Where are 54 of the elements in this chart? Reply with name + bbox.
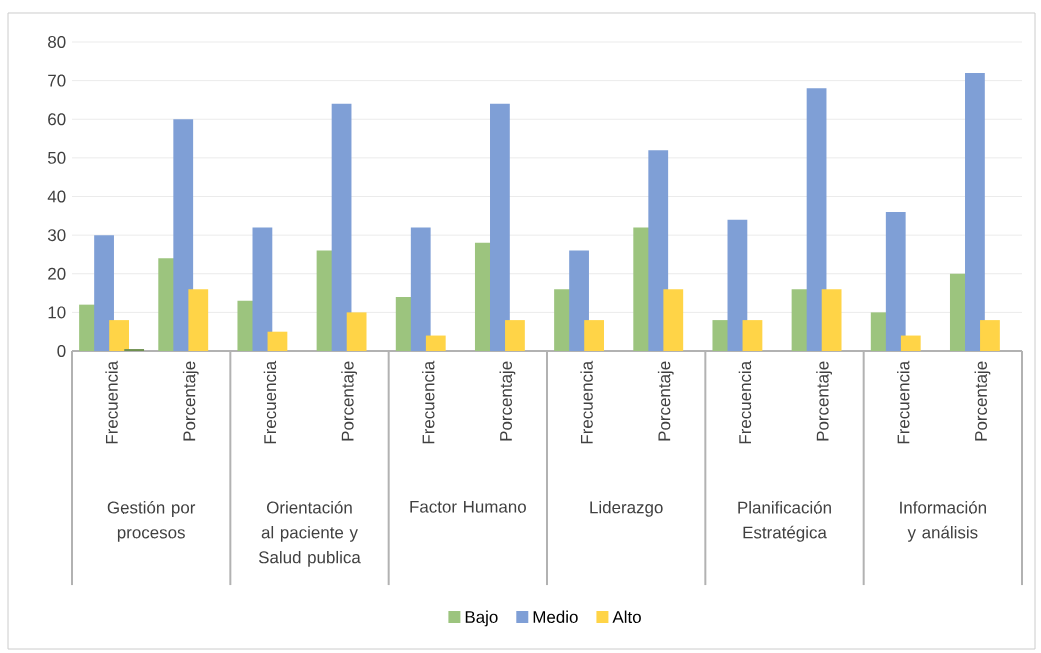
y-tick-label: 0 [57,345,66,357]
x-tick-label: Frecuencia [897,360,910,444]
text: Gestión por procesos [107,500,196,542]
x-tick-label: Frecuencia [105,360,118,444]
x-tick-label: Frecuencia [422,360,435,444]
x-tick-label: Frecuencia [263,360,277,444]
bar [94,235,114,351]
bar [188,289,209,351]
bar [900,335,921,351]
text: Información y análisis [900,500,986,542]
text: Factor Humano [410,500,526,513]
x-tick-label: Porcentaje [816,361,832,441]
x-tick-label: Porcentaje [499,361,516,441]
x-tick-label: Porcentaje [974,361,991,441]
y-tick-label: 20 [48,267,66,280]
text: Orientación al paciente y Salud publica [258,500,361,567]
bar [569,250,589,351]
bar [267,331,288,351]
x-tick-label: Frecuencia [580,360,593,444]
bar [821,289,842,351]
legend-label: Medio [533,610,578,624]
bar [885,211,906,351]
bar [584,320,605,351]
bar [109,320,129,351]
y-tick-label: 60 [48,113,66,126]
x-tick-label: Porcentaje [341,361,357,441]
bar [648,150,669,351]
bar [173,119,194,351]
legend-label: Alto [612,610,641,624]
bar [410,227,431,351]
bar [965,72,985,351]
text: Planificación Estratégica [738,500,831,542]
bar [331,103,352,351]
bar [346,312,367,351]
bar [806,88,827,351]
bar [742,320,763,351]
y-tick-label: 10 [48,306,66,319]
y-tick-label: 30 [47,229,66,242]
y-tick-label: 70 [48,74,66,87]
bar [505,320,525,351]
y-tick-label: 50 [47,151,66,164]
text: Liderazgo [590,500,663,517]
bar [490,103,510,351]
bar [252,227,273,351]
x-tick-label: Porcentaje [182,361,199,441]
y-tick-label: 80 [48,36,66,48]
bar [727,219,748,351]
y-tick-label: 40 [47,190,66,203]
legend-label: Bajo [465,610,498,627]
x-tick-label: Frecuencia [738,360,752,444]
bar [980,320,1000,351]
bar [425,335,446,351]
bar [663,289,684,351]
x-tick-label: Porcentaje [657,361,674,441]
